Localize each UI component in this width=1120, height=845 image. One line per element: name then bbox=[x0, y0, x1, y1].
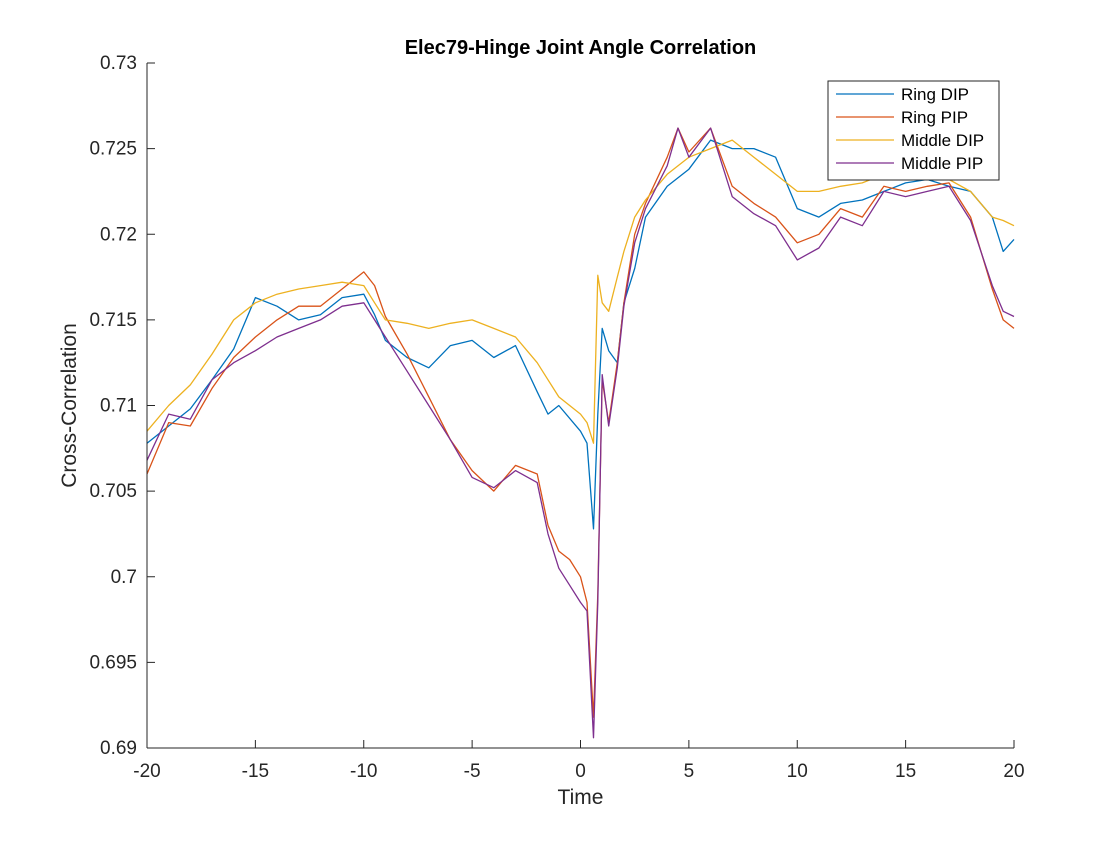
y-tick-label: 0.705 bbox=[89, 481, 137, 502]
x-tick-label: 0 bbox=[575, 761, 586, 782]
x-axis-title: Time bbox=[558, 786, 604, 809]
x-tick-label: 5 bbox=[684, 761, 695, 782]
series-layer bbox=[146, 127, 1015, 739]
x-tick-label: -5 bbox=[464, 761, 481, 782]
chart-title: Elec79-Hinge Joint Angle Correlation bbox=[405, 37, 757, 59]
legend-label: Middle PIP bbox=[901, 154, 983, 173]
legend: Ring DIP Ring PIP Middle DIP Middle PIP bbox=[827, 80, 1000, 181]
series-line-middle-pip bbox=[146, 127, 1015, 739]
y-tick-label: 0.69 bbox=[100, 738, 137, 759]
axes-layer: -20 -15 -10 -5 0 5 10 15 20 0.69 0.695 0.7 0.705 0.71… bbox=[89, 53, 1024, 782]
legend-label: Middle DIP bbox=[901, 131, 984, 150]
y-axis-title: Cross-Correlation bbox=[58, 323, 81, 488]
x-tick-label: 20 bbox=[1003, 761, 1024, 782]
y-tick-label: 0.715 bbox=[89, 310, 137, 331]
x-tick-label: -10 bbox=[350, 761, 377, 782]
legend-label: Ring PIP bbox=[901, 108, 968, 127]
x-tick-label: -15 bbox=[242, 761, 269, 782]
series-line-middle-dip bbox=[146, 139, 1015, 444]
y-tick-label: 0.73 bbox=[100, 53, 137, 74]
y-tick-label: 0.725 bbox=[89, 139, 137, 160]
x-tick-label: 15 bbox=[895, 761, 916, 782]
y-tick-label: 0.695 bbox=[89, 652, 137, 673]
y-tick-label: 0.7 bbox=[111, 567, 137, 588]
legend-label: Ring DIP bbox=[901, 85, 969, 104]
series-line-ring-dip bbox=[146, 139, 1015, 530]
y-tick-label: 0.72 bbox=[100, 224, 137, 245]
y-tick-label: 0.71 bbox=[100, 396, 137, 417]
x-tick-label: -20 bbox=[133, 761, 160, 782]
x-tick-label: 10 bbox=[787, 761, 808, 782]
